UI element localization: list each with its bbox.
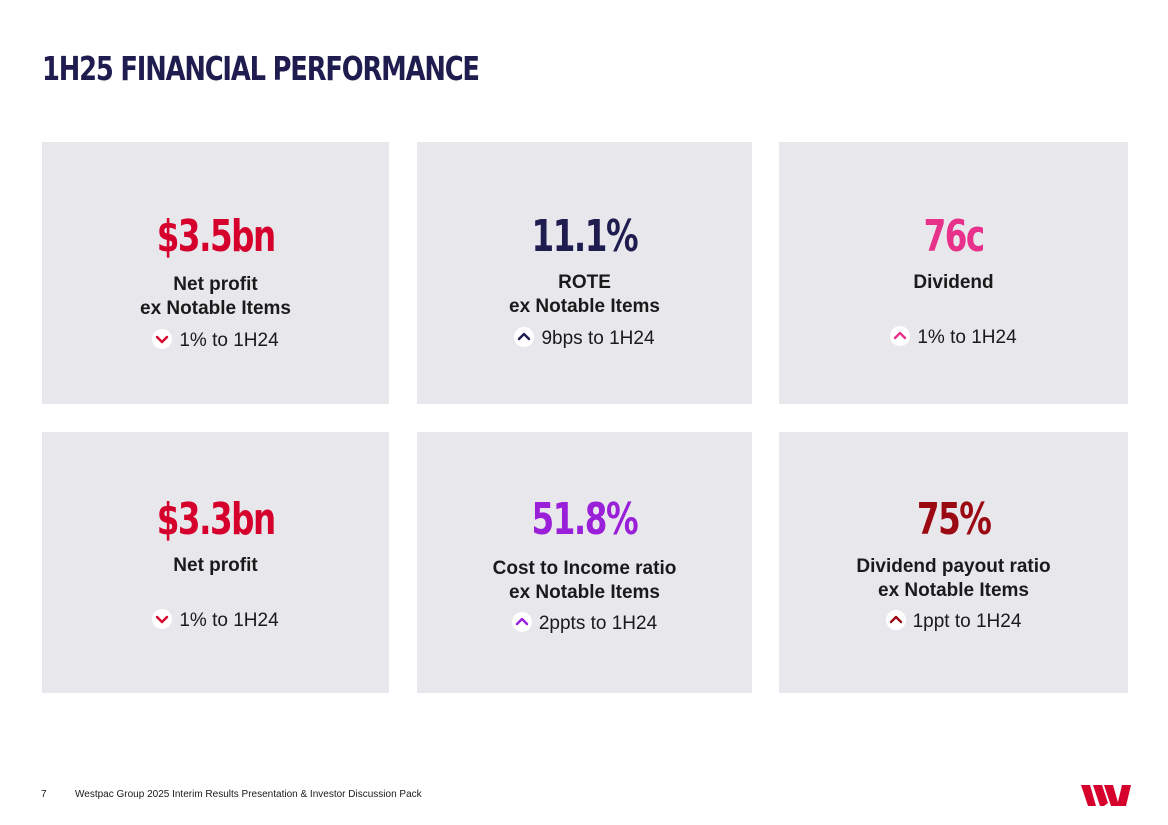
kpi-change: 9bps to 1H24 xyxy=(417,327,752,351)
kpi-label: Cost to Income ratio ex Notable Items xyxy=(492,558,677,603)
chevron-up-icon xyxy=(890,326,911,346)
kpi-change: 1% to 1H24 xyxy=(42,609,389,633)
kpi-change: 2ppts to 1H24 xyxy=(417,612,752,636)
kpi-change: 1ppt to 1H24 xyxy=(779,610,1128,634)
chevron-up-icon xyxy=(885,610,906,630)
chevron-down-icon xyxy=(152,329,173,349)
kpi-label: Dividend payout ratio ex Notable Items xyxy=(856,556,1051,601)
chevron-up-icon xyxy=(511,612,532,632)
chevron-down-icon xyxy=(152,609,173,629)
kpi-value: 11.1% xyxy=(531,211,639,262)
kpi-card-rote-ex-notable: 11.1% ROTE ex Notable Items 9bps to 1H24 xyxy=(417,142,752,404)
kpi-label: Net profit ex Notable Items xyxy=(140,274,291,319)
kpi-value: 75% xyxy=(916,494,992,545)
kpi-value: 76c xyxy=(923,211,985,262)
kpi-card-net-profit-ex-notable: $3.5bn Net profit ex Notable Items 1% to… xyxy=(42,142,389,404)
kpi-value: $3.5bn xyxy=(156,211,276,262)
page-number: 7 xyxy=(41,789,47,800)
page-title: 1H25 FINANCIAL PERFORMANCE xyxy=(42,49,480,88)
kpi-card-dividend-payout: 75% Dividend payout ratio ex Notable Ite… xyxy=(779,432,1128,693)
kpi-change: 1% to 1H24 xyxy=(42,329,389,353)
kpi-card-cost-to-income: 51.8% Cost to Income ratio ex Notable It… xyxy=(417,432,752,693)
westpac-logo-icon xyxy=(1081,785,1131,811)
kpi-card-net-profit: $3.3bn Net profit 1% to 1H24 xyxy=(42,432,389,693)
kpi-value: 51.8% xyxy=(531,494,639,545)
kpi-value: $3.3bn xyxy=(156,494,276,545)
footer-text: Westpac Group 2025 Interim Results Prese… xyxy=(75,789,422,800)
kpi-change: 1% to 1H24 xyxy=(779,326,1128,350)
chevron-up-icon xyxy=(514,327,535,347)
kpi-label: Net profit xyxy=(173,555,258,576)
kpi-label: ROTE ex Notable Items xyxy=(509,272,660,317)
kpi-card-dividend: 76c Dividend 1% to 1H24 xyxy=(779,142,1128,404)
kpi-label: Dividend xyxy=(913,272,994,293)
